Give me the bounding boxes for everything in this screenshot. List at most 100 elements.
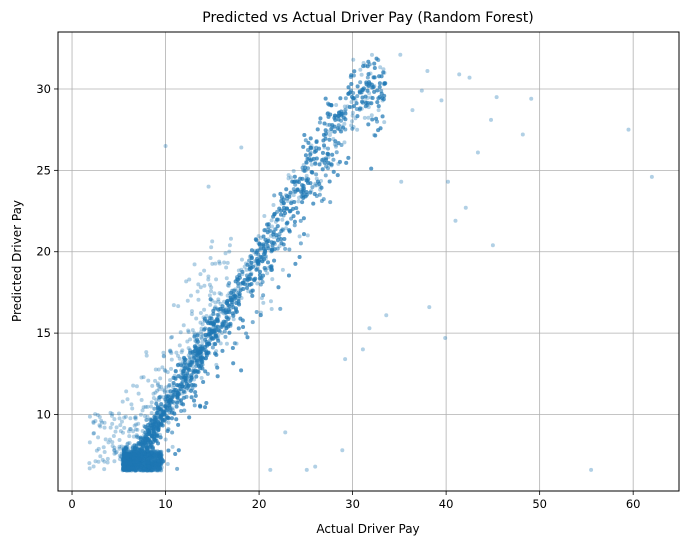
data-point xyxy=(271,230,276,235)
data-point xyxy=(239,257,244,262)
data-point xyxy=(157,453,162,458)
data-point xyxy=(123,454,128,459)
data-point xyxy=(123,459,128,464)
data-point xyxy=(292,219,297,224)
data-point xyxy=(211,336,216,341)
data-point xyxy=(210,261,215,266)
data-point xyxy=(149,461,154,466)
data-point xyxy=(224,314,229,319)
data-point xyxy=(110,421,115,426)
data-point xyxy=(173,375,178,380)
data-point xyxy=(123,458,128,463)
data-point xyxy=(156,460,161,465)
data-point xyxy=(131,452,136,457)
data-point xyxy=(146,466,151,471)
data-point xyxy=(120,458,125,463)
data-point xyxy=(138,468,143,472)
data-point xyxy=(276,285,281,290)
data-point xyxy=(148,460,153,465)
data-point xyxy=(149,468,154,473)
data-point xyxy=(144,453,149,458)
data-point xyxy=(132,465,137,470)
data-point xyxy=(188,293,193,298)
data-point xyxy=(131,454,136,459)
data-point xyxy=(126,454,131,459)
data-point xyxy=(122,451,127,456)
data-point xyxy=(148,404,153,409)
data-point xyxy=(196,297,201,302)
data-point xyxy=(139,455,144,460)
data-point xyxy=(186,384,191,389)
data-point xyxy=(369,101,374,106)
data-point xyxy=(131,458,136,463)
data-point xyxy=(122,467,127,472)
data-point xyxy=(123,451,128,456)
data-point xyxy=(155,452,160,457)
data-point xyxy=(304,173,309,178)
data-point xyxy=(127,465,132,470)
data-point xyxy=(134,442,139,447)
data-point xyxy=(123,468,128,473)
data-point xyxy=(131,453,136,458)
data-point xyxy=(146,467,151,472)
data-point xyxy=(145,450,150,455)
data-point xyxy=(236,277,241,282)
data-point xyxy=(151,461,156,466)
data-point xyxy=(137,460,142,465)
data-point xyxy=(193,383,198,388)
data-point xyxy=(135,427,140,432)
data-point xyxy=(339,124,344,129)
data-point xyxy=(156,458,161,463)
data-point xyxy=(163,408,168,413)
data-point xyxy=(141,455,146,460)
data-point xyxy=(325,122,330,127)
data-point xyxy=(131,464,136,469)
data-point xyxy=(150,450,155,455)
data-point xyxy=(129,460,134,465)
data-point xyxy=(370,96,375,101)
data-point xyxy=(142,423,147,428)
data-point xyxy=(254,309,259,314)
data-point xyxy=(210,239,215,244)
data-point xyxy=(124,449,129,454)
data-point xyxy=(128,459,132,464)
data-point xyxy=(314,172,319,177)
data-point xyxy=(322,143,327,148)
data-point xyxy=(279,229,284,234)
data-point xyxy=(156,449,161,454)
data-point xyxy=(244,331,249,336)
data-point xyxy=(174,399,179,404)
data-point xyxy=(147,462,152,467)
data-point xyxy=(152,460,157,465)
data-point xyxy=(302,168,307,173)
data-point xyxy=(382,70,387,75)
data-point xyxy=(133,468,138,473)
data-point xyxy=(297,195,302,200)
data-point xyxy=(131,463,136,468)
data-point xyxy=(131,450,136,455)
data-point xyxy=(360,88,365,93)
data-point xyxy=(129,453,134,458)
data-point xyxy=(281,205,286,210)
data-point xyxy=(125,455,130,460)
data-point xyxy=(121,467,126,472)
data-point xyxy=(146,459,151,464)
data-point xyxy=(145,465,150,470)
data-point xyxy=(157,458,162,463)
data-point xyxy=(146,458,151,463)
data-point xyxy=(320,150,325,155)
data-point xyxy=(127,462,132,467)
data-point xyxy=(134,466,139,471)
data-point xyxy=(204,334,209,339)
data-point xyxy=(151,466,156,471)
data-point xyxy=(132,466,137,471)
data-point xyxy=(120,457,125,462)
data-point xyxy=(137,442,142,447)
data-point xyxy=(314,139,319,144)
data-point xyxy=(237,291,242,296)
data-point xyxy=(184,394,189,399)
data-point xyxy=(156,404,161,409)
data-point xyxy=(359,72,364,77)
data-point xyxy=(132,459,137,464)
data-point xyxy=(111,434,116,439)
